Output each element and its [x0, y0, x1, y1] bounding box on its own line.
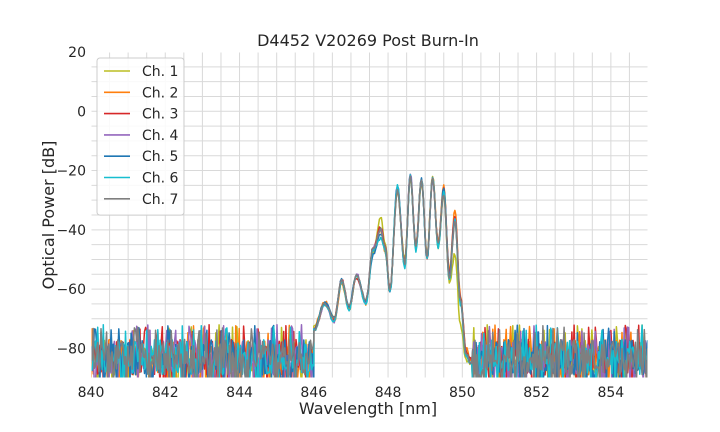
y-tick-label: 20	[68, 45, 86, 61]
legend-label: Ch. 5	[142, 149, 178, 165]
y-tick-label: 0	[77, 104, 86, 120]
y-axis-ticks: −80 −60 −40 −20 0 20	[56, 45, 86, 357]
chart-title: D4452 V20269 Post Burn-In	[257, 31, 479, 50]
legend: Ch. 1 Ch. 2 Ch. 3 Ch. 4 Ch. 5 Ch. 6 Ch. 7	[96, 57, 185, 216]
x-tick-label: 842	[152, 385, 179, 401]
x-tick-label: 850	[449, 385, 476, 401]
x-tick-label: 848	[375, 385, 402, 401]
plot-frame	[90, 51, 649, 379]
y-axis-label: Optical Power [dB]	[39, 141, 58, 290]
legend-label: Ch. 4	[142, 128, 179, 144]
y-tick-label: −40	[56, 223, 86, 239]
x-tick-label: 840	[78, 385, 105, 401]
x-axis-ticks: 840 842 844 846 848 850 852 854	[78, 385, 625, 401]
legend-label: Ch. 1	[142, 64, 178, 80]
x-tick-label: 846	[300, 385, 327, 401]
x-tick-label: 852	[523, 385, 550, 401]
y-tick-label: −80	[56, 341, 86, 357]
legend-label: Ch. 2	[142, 85, 178, 101]
legend-box	[96, 57, 185, 216]
legend-label: Ch. 6	[142, 171, 179, 187]
series-line-ch-7	[91, 175, 648, 378]
legend-label: Ch. 7	[142, 192, 178, 208]
y-tick-label: −20	[56, 164, 86, 180]
legend-label: Ch. 3	[142, 107, 178, 123]
x-tick-label: 844	[226, 385, 253, 401]
x-tick-label: 854	[597, 385, 624, 401]
plot-area	[91, 173, 648, 378]
y-tick-label: −60	[56, 282, 86, 298]
x-axis-label: Wavelength [nm]	[299, 399, 437, 418]
